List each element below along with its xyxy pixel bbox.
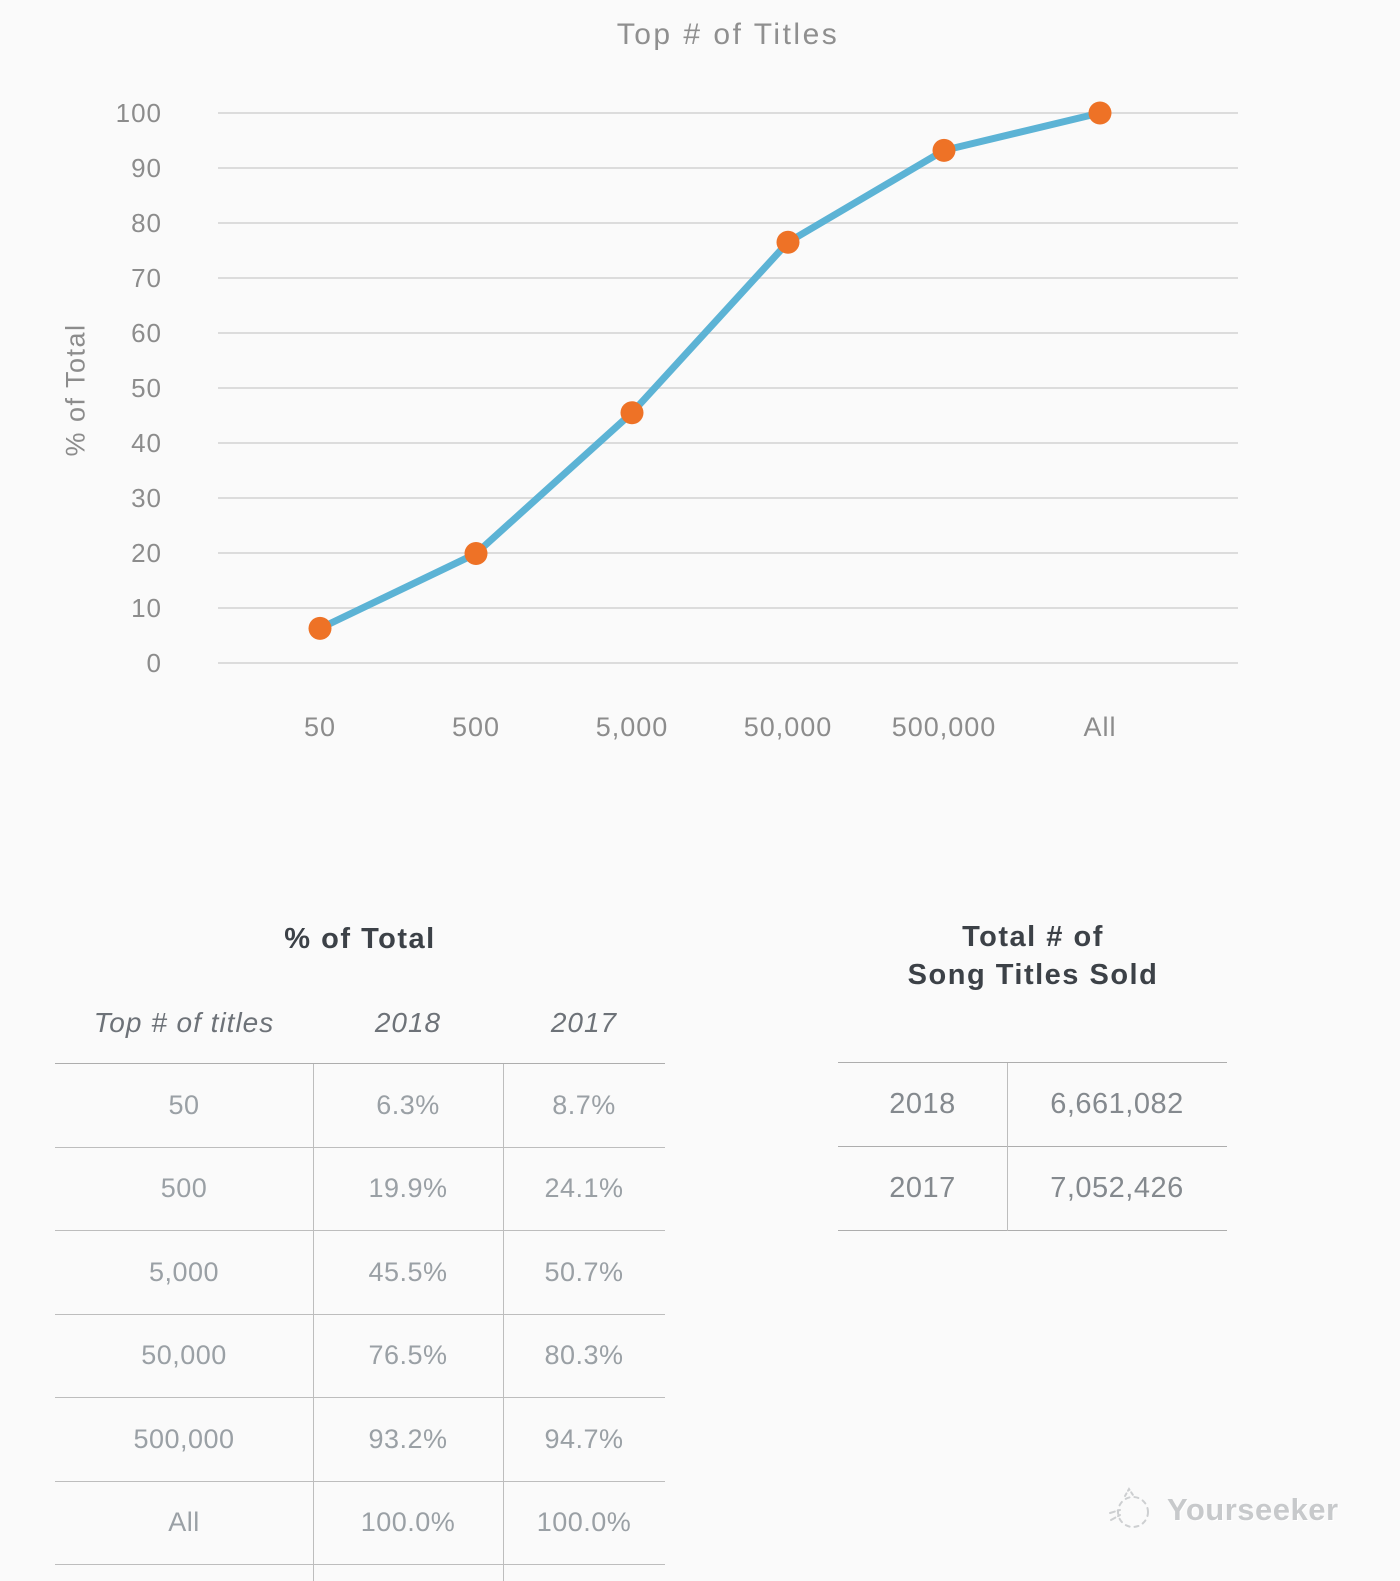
table-cell: 24.1%	[544, 1173, 624, 1204]
sold-table-title-line2: Song Titles Sold	[907, 959, 1159, 991]
table-row: 50,000 76.5% 80.3%	[55, 1315, 665, 1398]
pct-of-total-table: 50 6.3% 8.7% 500 19.9% 24.1% 5,000 45.5%…	[55, 1063, 665, 1581]
y-tick-label: 10	[131, 593, 162, 623]
table-cell: 2018	[889, 1088, 956, 1120]
table-row: All 100.0% 100.0%	[55, 1482, 665, 1565]
table-cell: 93.2%	[368, 1423, 448, 1454]
data-point-marker	[308, 616, 332, 640]
titles-sold-table: 2018 6,661,082 2017 7,052,426	[838, 1062, 1227, 1231]
y-tick-label: 100	[116, 98, 162, 128]
table-cell: 6.3%	[376, 1089, 440, 1120]
table-cell: 50.7%	[544, 1256, 624, 1287]
table-row: 2017 7,052,426	[838, 1147, 1227, 1231]
data-point-marker	[464, 542, 488, 566]
pct-table-title: % of Total	[284, 923, 436, 955]
pct-table-header-row: Top # of titles 2018 2017	[55, 1000, 665, 1045]
series-line	[316, 109, 1104, 632]
data-point-marker	[620, 401, 644, 425]
table-column-divider	[1007, 1063, 1008, 1231]
y-tick-label: 60	[131, 318, 162, 348]
pct-col-header-2017: 2017	[550, 1006, 618, 1038]
table-row: 500,000 93.2% 94.7%	[55, 1398, 665, 1482]
x-category-label: 5,000	[596, 712, 669, 742]
table-cell: 500,000	[133, 1423, 235, 1454]
watermark: Yourseeker	[1103, 1482, 1339, 1538]
x-category-label: All	[1083, 712, 1116, 742]
pct-col-header-titles: Top # of titles	[93, 1006, 275, 1038]
y-tick-label: 30	[131, 483, 162, 513]
table-column-divider	[503, 1064, 504, 1581]
table-row: 2018 6,661,082	[838, 1063, 1227, 1147]
sold-table-title: Total # of Song Titles Sold	[838, 918, 1228, 994]
y-tick-label: 40	[131, 428, 162, 458]
y-tick-label: 0	[147, 648, 162, 678]
table-cell: 50,000	[141, 1340, 227, 1371]
x-category-label: 50	[304, 712, 336, 742]
y-tick-label: 70	[131, 263, 162, 293]
table-cell: 50	[168, 1089, 200, 1120]
table-cell: 100.0%	[536, 1507, 632, 1538]
y-tick-label: 90	[131, 153, 162, 183]
table-row: 5,000 45.5% 50.7%	[55, 1231, 665, 1315]
table-cell: 500	[160, 1173, 208, 1204]
table-cell: 8.7%	[552, 1089, 616, 1120]
yourseeker-logo-icon	[1109, 1487, 1149, 1528]
table-cell: All	[168, 1507, 200, 1538]
table-cell: 7,052,426	[1050, 1172, 1184, 1204]
pct-col-header-2018: 2018	[374, 1006, 442, 1038]
table-row: 50 6.3% 8.7%	[55, 1064, 665, 1148]
sold-table-title-line1: Total # of	[962, 921, 1104, 953]
table-cell: 6,661,082	[1050, 1088, 1184, 1120]
x-category-label: 500	[452, 712, 500, 742]
table-cell: 80.3%	[544, 1340, 624, 1371]
y-tick-label: 80	[131, 208, 162, 238]
x-category-label: 50,000	[744, 712, 833, 742]
table-column-divider	[313, 1064, 314, 1581]
watermark-label: Yourseeker	[1167, 1492, 1339, 1527]
x-category-label: 500,000	[892, 712, 997, 742]
data-point-marker	[776, 230, 800, 254]
data-point-marker	[1088, 101, 1112, 125]
data-point-marker	[932, 138, 956, 162]
y-tick-label: 20	[131, 538, 162, 568]
table-cell: 2017	[889, 1172, 956, 1204]
chart-title: Top # of Titles	[616, 18, 840, 51]
table-cell: 5,000	[148, 1256, 220, 1287]
table-cell: 94.7%	[544, 1423, 624, 1454]
y-tick-label: 50	[131, 373, 162, 403]
table-cell: 100.0%	[360, 1507, 456, 1538]
table-row: 500 19.9% 24.1%	[55, 1148, 665, 1231]
table-cell: 76.5%	[368, 1340, 448, 1371]
table-cell: 45.5%	[368, 1256, 448, 1287]
line-chart: 0 10 20 30 40 50 60 70 80 90 100 50 500 5,000 50,000 50…	[116, 98, 1238, 742]
table-cell: 19.9%	[368, 1173, 448, 1204]
